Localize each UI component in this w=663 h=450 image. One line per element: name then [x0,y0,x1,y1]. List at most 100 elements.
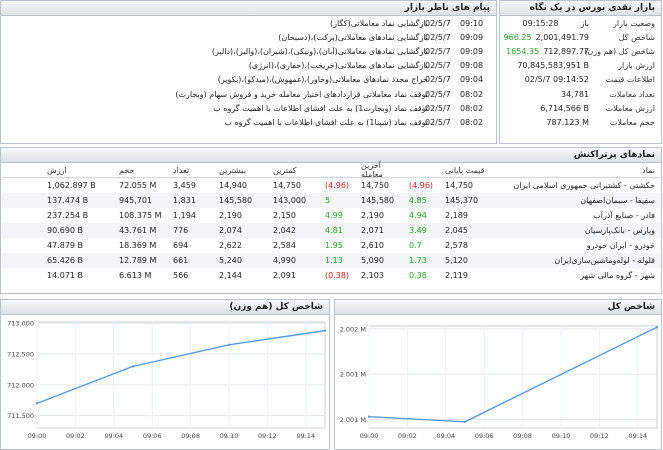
symbol-name[interactable]: وپارس - بانک‌پارسیان [584,226,655,235]
message-text: توقف نماد (شپنا1) به علت افشای اطلاعات ب… [224,117,428,127]
symbol-name[interactable]: فلوله - لوله‌وماشین‌سازی‌ایران [554,256,655,265]
symbol-name[interactable]: فادر - صنایع آذرآب [593,211,655,220]
message-time: 08:02 [460,117,484,127]
message-date: 02/5/7 [425,18,451,28]
trade-count: 1,194 [173,211,196,220]
message-text: بازگشایی نمادهای معاملاتی(آبان)،(ونیکی)،… [211,46,428,56]
trade-value: 47.879 B [47,241,84,250]
summary-label: شاخص کل [618,32,655,42]
message-row[interactable]: بازگشایی نمادهای معاملاتی(خریخت)،(حفاری)… [1,59,496,73]
header-min[interactable]: کمترین [273,165,297,175]
symbol-name[interactable]: شهر - گروه مالی شهر [580,271,655,280]
header-max[interactable]: بیشترین [219,165,246,175]
message-meta: 02/5/7 09:10 [425,19,490,28]
symbol-name[interactable]: سفیفا - سیمان‌اصفهان [580,196,655,205]
table-row[interactable]: خودرو - ایران‌ خودرو 2,578 0.7 2,610 1.95 2,5… [1,238,661,253]
y-tick-label: 2.001 M [340,416,366,424]
trade-volume: 18.369 M [119,241,157,250]
trade-count: 776 [173,226,189,235]
summary-value-group: 70,845,583,951 B [517,61,589,70]
summary-value-group: 787.123 M [546,118,589,127]
min-price: 2,091 [273,271,296,280]
table-row[interactable]: سفیفا - سیمان‌اصفهان 145,370 4.85 145,580 5 1… [1,193,661,208]
y-tick-label: 711.500 [7,412,34,420]
table-row[interactable]: شهر - گروه مالی شهر 2,119 0.38 2,103 (0.38) 2… [1,268,661,283]
max-price: 2,622 [219,241,242,250]
message-row[interactable]: بازگشایی نمادهای معاملاتی(آبان)،(ونیکی)،… [1,44,496,58]
trade-value: 237.254 B [47,211,89,220]
header-name[interactable]: نماد [642,165,655,175]
trade-value: 14.071 B [47,271,84,280]
x-tick-label: 09:02 [66,432,85,440]
message-row[interactable]: توقف نماد معاملاتی قراردادهای اختیار معا… [1,87,496,101]
message-meta: 02/5/7 09:08 [425,61,490,70]
summary-row: حجم معاملات 787.123 M [500,115,661,129]
close-change: 0.7 [409,241,422,250]
message-text: بازگشایی نمادهای معاملاتی(برکت)،(دسبحان) [278,32,428,42]
message-meta: 02/5/7 09:09 [425,33,490,42]
header-volume[interactable]: حجم [119,165,135,175]
message-row[interactable]: بازگشایی نماد معاملاتی(کگاز) 02/5/7 09:10 [1,16,496,30]
index-data-point [367,415,371,418]
summary-change: 1654.35 [506,46,540,56]
message-time: 09:08 [460,61,484,71]
message-text: بازگشایی نماد معاملاتی(کگاز) [329,18,428,28]
message-row[interactable]: توقف نماد (شپنا1) به علت افشای اطلاعات ب… [1,115,496,129]
status-time: 09:15:28 [522,18,559,28]
last-change: 1.13 [325,256,343,265]
x-tick-label: 09:06 [475,432,494,440]
close-price: 2,119 [445,271,468,280]
market-summary-panel: بازار نقدی بورس در یک نگاه وضعیت بازار 09… [499,0,662,144]
table-row[interactable]: فادر - صنایع آذرآب 2,189 4.94 2,190 4.99 2,15… [1,208,661,223]
table-row[interactable]: وپارس - بانک‌پارسیان 2,045 3.49 2,071 4.81 2,… [1,223,661,238]
header-last[interactable]: آخرین معامله [361,161,383,179]
x-tick-label: 09:06 [143,432,162,440]
message-row[interactable]: توقف نماد (وبجارت1) به علت افشای اطلاعات… [1,101,496,115]
message-row[interactable]: بازگشایی نمادهای معاملاتی(برکت)،(دسبحان)… [1,30,496,44]
top-symbols-rows: حکشتی - کشتیرانی جمهوری اسلامی ایران 14,7… [1,178,661,283]
trade-value: 137.474 B [47,196,89,205]
x-tick-label: 09:10 [552,432,571,440]
equal-weight-index-chart-title: شاخص کل (هم وزن) [1,300,329,315]
x-tick-label: 09:08 [513,432,532,440]
trade-count: 661 [173,256,189,265]
top-symbols-panel: نمادهای پرتراکنش نماد قیمت پایانی آخرین … [0,147,662,294]
summary-value-group: 1654.35 712,897.77 [506,47,589,56]
header-close[interactable]: قیمت پایانی [445,165,485,175]
overall-index-chart: 2.001 M 2.001 M 2.002 M 09:00 09:02 09:04 09:0… [340,325,659,440]
message-date: 02/5/7 [425,61,451,71]
y-tick-label: 712.000 [7,381,34,389]
summary-label: ارزش معاملات [605,103,655,113]
table-row[interactable]: حکشتی - کشتیرانی جمهوری اسلامی ایران 14,7… [1,178,661,193]
last-price: 5,090 [361,256,384,265]
message-row[interactable]: حراج مجدد نمادهای معاملاتی(وخاور)،(غمهوش… [1,73,496,87]
close-change: 0.38 [409,271,427,280]
summary-value-group: 02/5/7 09:14:52 [525,75,589,84]
supervisor-messages-panel: پیام های ناظر بازار بازگشایی نماد معاملا… [0,0,497,144]
summary-value: 70,845,583,951 B [517,61,589,71]
symbol-name[interactable]: حکشتی - کشتیرانی جمهوری اسلامی ایران [513,181,655,190]
trade-volume: 43.761 M [119,226,157,235]
header-value[interactable]: ارزش [47,165,67,175]
close-change: (4.96) [409,181,434,190]
symbol-name[interactable]: خودرو - ایران‌ خودرو [586,241,655,250]
message-date: 02/5/7 [425,117,451,127]
last-price: 2,071 [361,226,384,235]
last-change: 4.99 [325,211,343,220]
x-tick-label: 09:04 [104,432,123,440]
last-change: 4.81 [325,226,343,235]
summary-row: اطلاعات قیمت 02/5/7 09:14:52 [500,73,661,87]
close-change: 4.85 [409,196,427,205]
message-meta: 02/5/7 09:09 [425,47,490,56]
last-change: 1.95 [325,241,343,250]
close-price: 145,370 [445,196,479,205]
message-time: 08:02 [460,89,484,99]
min-price: 2,584 [273,241,296,250]
message-meta: 02/5/7 08:02 [425,104,490,113]
index-data-point [323,329,327,332]
table-row[interactable]: فلوله - لوله‌وماشین‌سازی‌ایران 5,120 1.73 5… [1,253,661,268]
header-count[interactable]: تعداد [173,165,190,175]
index-data-point [655,325,659,329]
summary-label: حجم معاملات [609,117,655,127]
summary-row: تعداد معاملات 34,781 [500,87,661,101]
